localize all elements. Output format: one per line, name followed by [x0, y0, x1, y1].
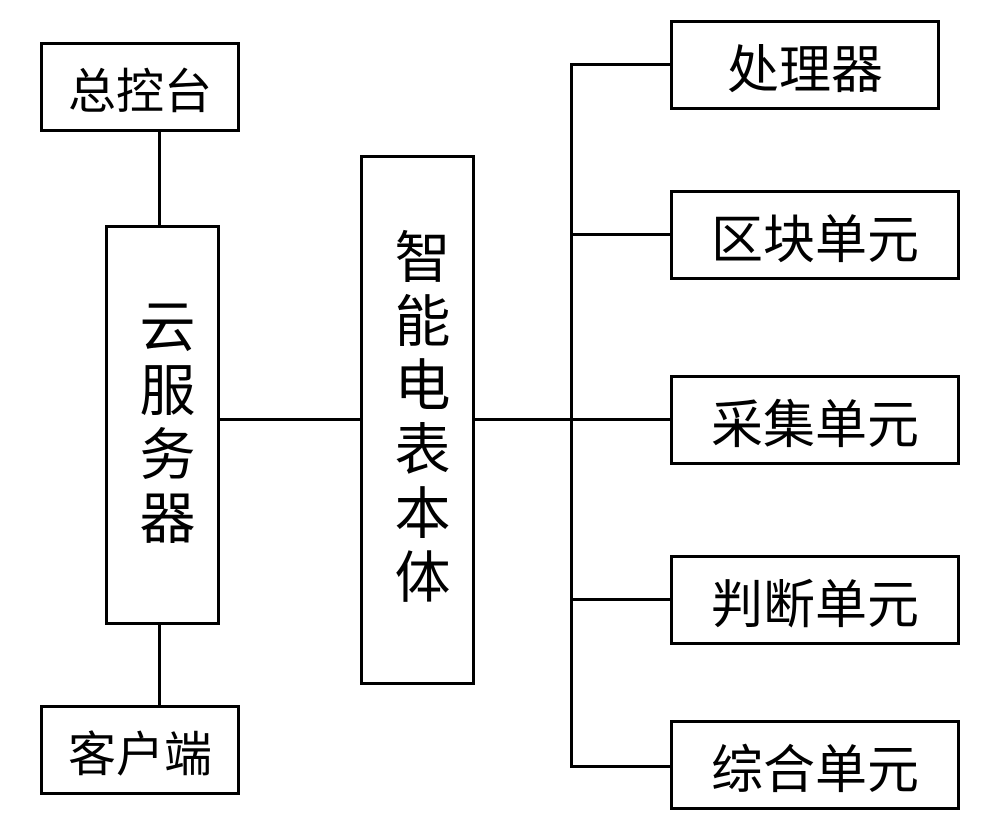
node-label: 云服务器	[122, 297, 203, 553]
edge-line	[570, 63, 670, 66]
node-cloud-server: 云服务器	[105, 225, 220, 625]
node-label: 客户端	[68, 715, 212, 785]
node-comprehensive-unit: 综合单元	[670, 720, 960, 810]
edge-line	[570, 63, 573, 768]
node-client: 客户端	[40, 705, 240, 795]
node-smart-meter: 智能电表本体	[360, 155, 475, 685]
edge-line	[570, 418, 670, 421]
node-label: 区块单元	[711, 198, 919, 273]
node-master-console: 总控台	[40, 42, 240, 132]
node-processor: 处理器	[670, 20, 940, 110]
edge-line	[158, 132, 161, 225]
node-block-unit: 区块单元	[670, 190, 960, 280]
edge-line	[570, 233, 670, 236]
node-label: 智能电表本体	[377, 228, 458, 612]
node-collect-unit: 采集单元	[670, 375, 960, 465]
edge-line	[220, 418, 360, 421]
edge-line	[570, 765, 670, 768]
node-label: 综合单元	[711, 728, 919, 803]
edge-line	[475, 418, 572, 421]
edge-line	[570, 598, 670, 601]
node-label: 判断单元	[711, 563, 919, 638]
edge-line	[158, 625, 161, 705]
node-judge-unit: 判断单元	[670, 555, 960, 645]
node-label: 采集单元	[711, 383, 919, 458]
node-label: 总控台	[68, 52, 212, 122]
node-label: 处理器	[727, 28, 883, 103]
